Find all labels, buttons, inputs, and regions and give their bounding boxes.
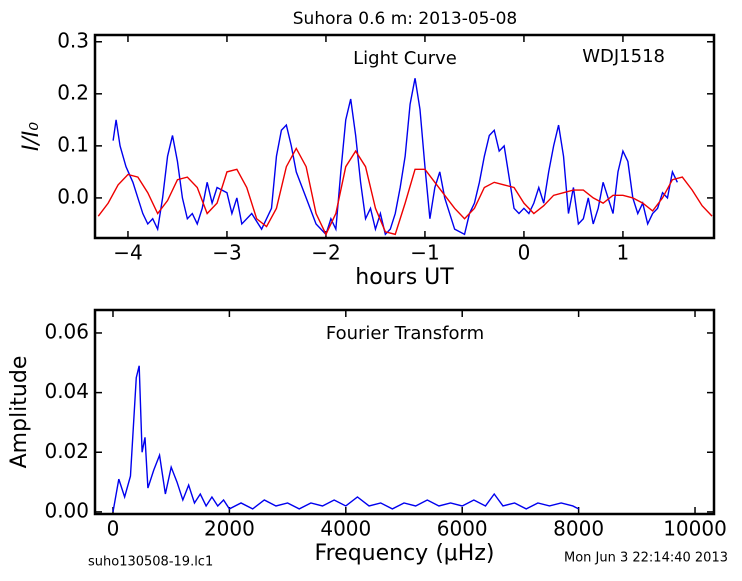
chart-title: Suhora 0.6 m: 2013-05-08: [293, 9, 517, 29]
y-tick-label: 0.2: [57, 80, 89, 104]
x-tick-label: 6000: [437, 517, 488, 541]
x-tick-label: 0: [518, 241, 531, 265]
y-axis-label: I/I₀: [19, 122, 44, 151]
x-tick-label: 0: [107, 517, 120, 541]
x-tick-label: −3: [212, 241, 241, 265]
x-tick-label: 8000: [553, 517, 604, 541]
data-line: [112, 365, 579, 513]
y-tick-label: 0.06: [44, 319, 89, 343]
annotation: Fourier Transform: [326, 323, 484, 344]
y-tick-label: 0.00: [44, 498, 89, 522]
x-tick-label: 4000: [320, 517, 371, 541]
x-tick-label: −1: [410, 241, 439, 265]
x-tick-label: −2: [311, 241, 340, 265]
y-tick-label: 0.3: [57, 28, 89, 52]
y-tick-label: 0.0: [57, 184, 89, 208]
x-axis-label: Frequency (μHz): [315, 541, 495, 566]
x-tick-label: −4: [113, 241, 142, 265]
plot-frame: [93, 33, 716, 240]
plot-frame: [93, 308, 716, 516]
y-tick-label: 0.02: [44, 439, 89, 463]
data-line: [97, 147, 713, 236]
y-tick-label: 0.04: [44, 379, 89, 403]
x-tick-label: 2000: [204, 517, 255, 541]
y-axis-label: Amplitude: [7, 356, 32, 469]
x-tick-label: 10000: [663, 517, 727, 541]
annotation: WDJ1518: [582, 46, 665, 67]
x-axis-label: hours UT: [355, 265, 454, 290]
y-tick-label: 0.1: [57, 132, 89, 156]
annotation: Light Curve: [353, 48, 457, 69]
data-line: [112, 78, 679, 236]
x-tick-label: 1: [617, 241, 630, 265]
footer-file: suho130508-19.lc1: [88, 555, 213, 570]
footer-date: Mon Jun 3 22:14:40 2013: [564, 551, 728, 566]
